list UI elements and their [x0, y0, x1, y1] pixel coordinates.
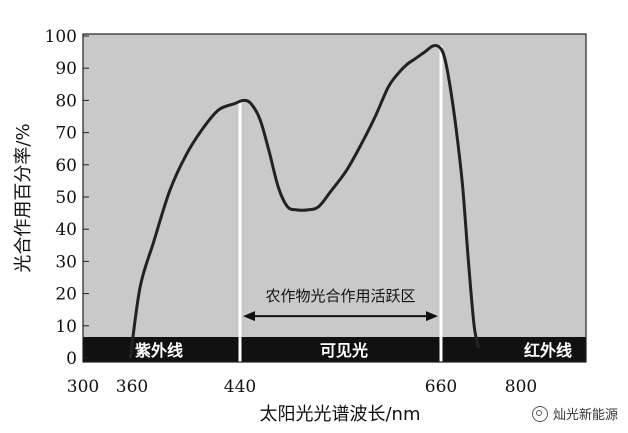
- x-tick-label: 440: [224, 377, 256, 397]
- active-zone-label: 农作物光合作用活跃区: [265, 287, 415, 305]
- x-tick-label: 300: [67, 377, 99, 397]
- arrowhead-left-icon: [243, 311, 255, 322]
- y-tick-label: 30: [55, 252, 77, 272]
- x-tick-label: 800: [505, 377, 537, 397]
- photosynthesis-curve: [128, 44, 481, 359]
- y-tick-label: 60: [55, 156, 77, 176]
- wechat-icon: [531, 405, 548, 422]
- band-label-visible: 可见光: [320, 341, 368, 360]
- spectrum-band: [83, 337, 586, 362]
- x-tick-label: 660: [425, 377, 457, 397]
- plot-frame: [82, 33, 587, 363]
- y-tick-label: 20: [55, 285, 77, 305]
- y-tick-label: 40: [55, 220, 77, 240]
- watermark-text: 灿光新能源: [552, 408, 618, 423]
- x-tick-label: 360: [116, 377, 148, 397]
- y-axis-label: 光合作用百分率/%: [13, 123, 34, 272]
- watermark: 灿光新能源: [531, 404, 618, 423]
- y-tick-label: 10: [55, 317, 77, 337]
- x-axis-label: 太阳光光谱波长/nm: [259, 404, 420, 425]
- band-label-ultraviolet: 紫外线: [135, 341, 183, 360]
- plot-area: [83, 34, 586, 362]
- y-tick-label: 80: [55, 91, 77, 111]
- band-label-infrared: 红外线: [524, 341, 572, 360]
- arrowhead-right-icon: [426, 311, 438, 322]
- y-tick-label: 100: [45, 27, 77, 47]
- y-tick-label: 70: [55, 124, 77, 144]
- y-tick-label: 0: [66, 349, 77, 369]
- y-tick-label: 50: [55, 188, 77, 208]
- y-tick-label: 90: [55, 59, 77, 79]
